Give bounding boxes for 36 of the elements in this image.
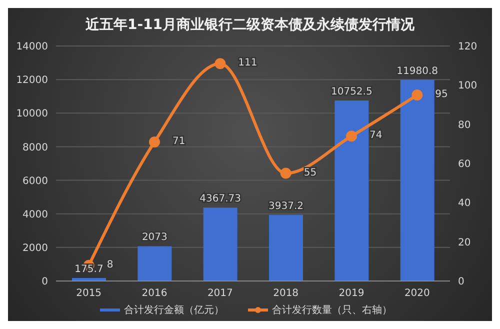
y2-tick-label: 0	[458, 276, 464, 288]
x-tick-label: 2017	[207, 288, 233, 300]
data-label: 8	[106, 259, 114, 270]
x-tick-label: 2019	[338, 288, 364, 300]
y2-tick-label: 40	[458, 198, 471, 210]
x-tick-label: 2016	[142, 288, 168, 300]
data-label: 175.7	[74, 264, 104, 276]
data-label: 3937.2	[268, 200, 304, 212]
y2-tick-label: 80	[458, 120, 471, 131]
data-label: 74	[370, 130, 382, 142]
data-label: 10752.5	[330, 86, 372, 98]
y2-tick-label: 120	[458, 42, 478, 53]
data-label: 55	[304, 167, 317, 178]
y-tick-label: 2000	[22, 242, 48, 254]
y-tick-label: 10000	[16, 108, 48, 120]
chart-title: 近五年1-11月商业银行二级资本债及永续债发行情况	[84, 16, 416, 34]
data-label: 4367.73	[200, 194, 242, 205]
y-tick-label: 6000	[22, 176, 48, 187]
x-tick-label: 2018	[273, 288, 299, 300]
data-label: 95	[435, 88, 448, 100]
y2-tick-label: 100	[458, 80, 478, 92]
data-label: 111	[238, 58, 258, 69]
data-label: 11980.8	[396, 66, 438, 77]
data-label: 71	[172, 136, 186, 147]
legend-label: 合计发行数量（只、右轴）	[271, 304, 392, 317]
x-tick-label: 2015	[76, 288, 102, 300]
data-label: 2073	[142, 232, 168, 244]
y-tick-label: 14000	[16, 42, 48, 53]
y-tick-label: 4000	[22, 209, 48, 220]
y-tick-label: 0	[42, 276, 48, 288]
y-tick-label: 8000	[22, 142, 48, 154]
y-tick-label: 12000	[16, 75, 48, 86]
legend-label: 合计发行金额（亿元）	[123, 304, 224, 317]
x-tick-label: 2020	[404, 288, 430, 300]
y2-tick-label: 60	[458, 159, 471, 170]
y2-tick-label: 20	[458, 237, 471, 248]
